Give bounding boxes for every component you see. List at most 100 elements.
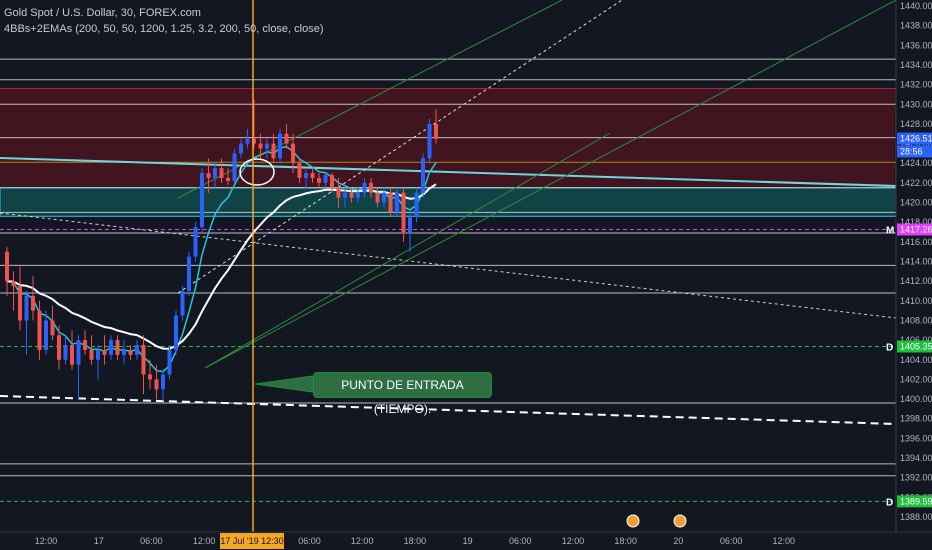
candle-body [414, 192, 419, 218]
candle-body [135, 345, 139, 355]
price-tick-label: 1430.00 [900, 99, 932, 109]
price-tick-label: 1410.00 [900, 296, 932, 306]
lower-dashed-trendline [0, 395, 897, 425]
candle-body [369, 182, 373, 193]
candle-body [304, 173, 308, 178]
time-tick-label: 06:00 [298, 536, 321, 546]
candle-body [161, 374, 165, 390]
candle-body [258, 143, 263, 149]
time-axis[interactable]: 12:001706:0012:001806:0012:0018:001906:0… [0, 514, 932, 550]
candle-body [239, 143, 243, 154]
candle-body [122, 349, 126, 355]
candle-body [310, 173, 315, 178]
price-badge [897, 340, 932, 353]
price-tick-label: 1406.00 [900, 335, 932, 345]
candle-body [427, 123, 432, 159]
price-tick-label: 1404.00 [900, 355, 932, 365]
candle-body [31, 295, 35, 311]
time-tick-label: 20 [673, 536, 683, 546]
candle-body [343, 192, 347, 198]
price-tick-label: 1414.00 [900, 257, 932, 267]
candle-body [213, 168, 217, 178]
callout-arrow [254, 375, 314, 393]
candle-body [109, 340, 113, 355]
indicator-title[interactable]: 4BBs+2EMAs (200, 50, 50, 1200, 1.25, 3.2… [4, 23, 324, 35]
candle-body [252, 138, 256, 144]
price-badge-label: 1426.51 [900, 134, 932, 144]
price-tick-label: 1412.00 [900, 276, 932, 286]
candle-body [154, 379, 159, 390]
candle-body [50, 320, 55, 336]
candle-body [70, 345, 74, 365]
zone-support [0, 187, 896, 217]
price-badge-label: 1417.26 [900, 224, 932, 234]
candle-body [219, 168, 224, 178]
candle-body [115, 340, 120, 355]
price-badge [897, 495, 932, 508]
candle-body [232, 153, 237, 181]
price-tick-label: 1436.00 [900, 40, 932, 50]
candle-body [317, 177, 321, 183]
event-icon [673, 514, 687, 528]
candle-body [297, 163, 302, 178]
candle-body [102, 349, 107, 355]
price-tick-label: 1424.00 [900, 158, 932, 168]
price-badge [897, 132, 932, 145]
price-tick-label: 1428.00 [900, 119, 932, 129]
candle-body [395, 192, 399, 213]
highlight-circle [239, 158, 275, 186]
candle-body [11, 281, 16, 287]
channel-lower-line [204, 0, 897, 369]
candle-body [44, 320, 48, 350]
channel-mid-line [204, 132, 611, 369]
candle-body [375, 192, 380, 203]
price-badge-label: 1389.59 [900, 496, 932, 506]
time-tick-label: 12:00 [773, 536, 796, 546]
price-axis[interactable]: 1388.001390.001392.001394.001396.001398.… [895, 0, 932, 532]
symbol-title[interactable]: Gold Spot / U.S. Dollar, 30, FOREX.com [4, 7, 201, 19]
side-marker-label: D [886, 497, 893, 508]
event-icon [626, 514, 640, 528]
axis-background [896, 0, 932, 532]
side-markers: M D D [886, 225, 894, 508]
candle-body [128, 349, 133, 355]
time-tick-label: 12:00 [562, 536, 585, 546]
candle-body [200, 173, 204, 228]
candle-body [330, 175, 334, 188]
candle-body [63, 345, 68, 360]
candle-body [5, 251, 9, 282]
price-tick-label: 1418.00 [900, 217, 932, 227]
price-tick-label: 1396.00 [900, 433, 932, 443]
price-tick-label: 1400.00 [900, 394, 932, 404]
dotted-uptrend-line [177, 0, 623, 294]
price-tick-label: 1388.00 [900, 512, 932, 522]
candle-body [89, 349, 94, 360]
price-badge [897, 145, 932, 158]
candle-body [24, 295, 29, 321]
time-tick-label: 17 [94, 536, 104, 546]
time-tick-label: 18:00 [614, 536, 637, 546]
price-tick-label: 1392.00 [900, 473, 932, 483]
entry-callout[interactable]: PUNTO DE ENTRADA (TIEMPO). [313, 372, 492, 416]
candle-body [18, 286, 22, 321]
price-tick-label: 1432.00 [900, 80, 932, 90]
horizontal-levels [0, 58, 896, 502]
price-tick-label: 1394.00 [900, 453, 932, 463]
candle-body [434, 123, 438, 139]
price-tick-label: 1422.00 [900, 178, 932, 188]
entry-time-badge [220, 533, 284, 549]
candle-body [83, 340, 87, 350]
candle-body [362, 182, 367, 193]
price-zones [0, 88, 897, 217]
candle-body [167, 349, 172, 375]
candle-body [278, 133, 282, 159]
candle-body [401, 192, 406, 233]
candle-body [96, 349, 100, 360]
candle-body [356, 192, 360, 198]
candle-body [336, 187, 341, 198]
price-tick-label: 1438.00 [900, 21, 932, 31]
candle-body [245, 138, 250, 144]
price-tick-label: 1420.00 [900, 198, 932, 208]
candle-body [271, 143, 276, 159]
